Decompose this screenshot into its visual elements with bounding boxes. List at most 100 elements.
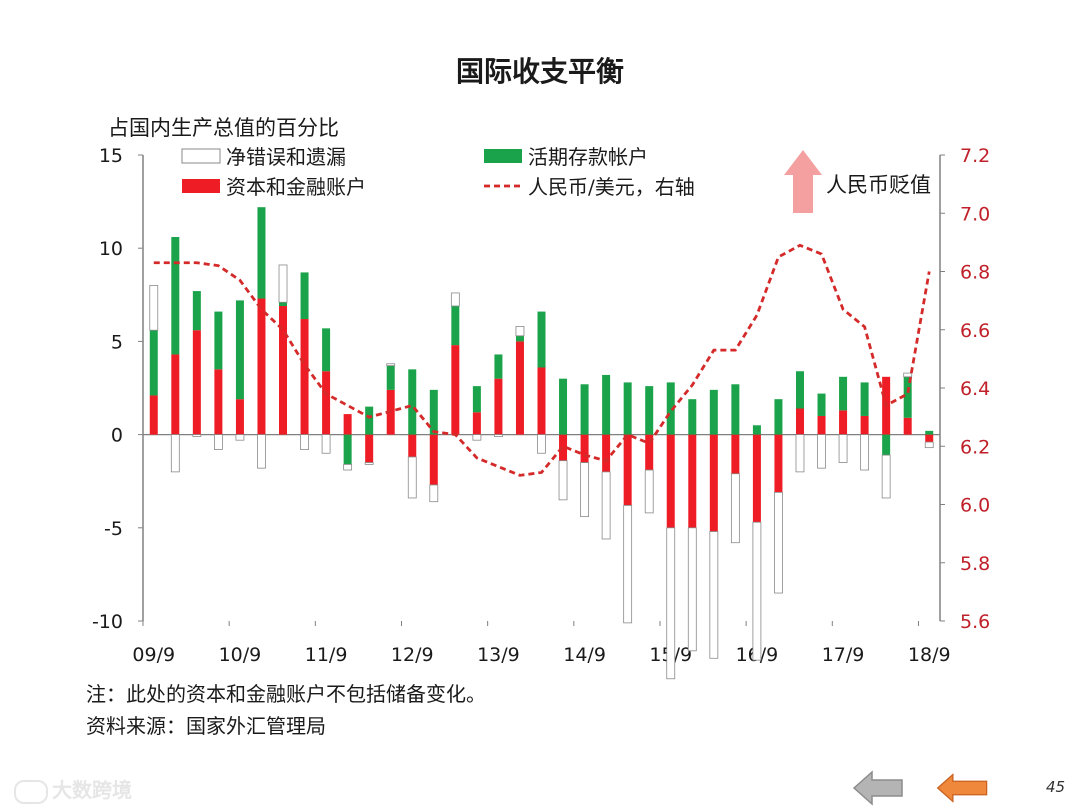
current-account-bar [688,399,697,435]
current-account-bar [149,330,158,396]
current-account-bar [537,311,546,368]
y2-tick-label: 6.6 [960,320,990,342]
current-account-bar [386,365,395,390]
depreciation-arrow: 人民币贬值 [784,150,931,213]
x-tick-label: 11/9 [305,644,348,666]
errors-omissions-bar [881,454,891,499]
capital-account-bar [300,319,309,435]
capital-account-bar [408,434,417,457]
rmb-usd-line [153,243,931,477]
errors-omissions-bar [817,434,826,469]
capital-account-bar [192,330,201,435]
capital-account-bar [214,369,223,435]
capital-account-bar [472,412,481,435]
current-account-bar [559,378,568,435]
page-number: 45 [1046,778,1066,796]
current-account-bar [752,425,761,435]
y-tick-label: 15 [99,145,123,167]
legend-label: 人民币/美元，右轴 [528,175,695,199]
errors-omissions-bar [838,434,848,463]
errors-omissions-bar [515,326,525,337]
capital-account-bar [149,395,158,435]
legend-label: 活期存款帐户 [528,145,648,169]
errors-omissions-bar [343,464,353,471]
watermark: 大数跨境 [14,774,132,804]
errors-omissions-bar [472,434,482,441]
errors-omissions-bar [623,505,633,624]
errors-omissions-bar [537,434,546,454]
capital-account-bar [860,415,869,435]
errors-omissions-bar [450,292,460,307]
errors-omissions-bar [192,434,202,437]
current-account-bar [774,399,783,435]
capital-account-bar [602,434,611,472]
y-tick-label: -5 [104,518,123,540]
current-account-bar [925,430,934,435]
errors-omissions-bar [170,434,180,473]
current-account-bar [666,382,675,435]
errors-omissions-bar [235,434,245,441]
next-slide-button[interactable] [936,768,990,808]
current-account-bar [860,382,869,416]
capital-account-bar [279,305,288,435]
watermark-logo-icon [14,779,48,804]
current-account-bar [515,335,524,342]
legend-swatch [182,179,220,193]
current-account-bar [602,374,611,435]
left-arrow-icon [852,770,903,806]
y2-tick-label: 6.4 [960,378,990,400]
current-account-bar [214,311,223,370]
y2-tick-label: 7.2 [960,145,990,167]
watermark-text: 大数跨境 [52,778,132,802]
capital-account-bar [515,341,524,435]
y2-tick-label: 7.0 [960,203,990,225]
capital-account-bar [623,434,632,506]
current-account-bar [365,406,374,435]
y-axis-label: 占国内生产总值的百分比 [108,116,339,140]
x-tick-label: 10/9 [219,644,262,666]
capital-account-bar [365,434,374,463]
current-account-bar [494,354,503,379]
footnote: 注：此处的资本和金融账户不包括储备变化。 [86,682,486,706]
current-account-bar [343,434,352,465]
errors-omissions-bar [407,456,417,499]
previous-slide-button[interactable] [852,768,906,808]
errors-omissions-bar [149,285,159,331]
capital-account-bar [666,434,675,528]
current-account-bar [429,389,438,435]
errors-omissions-bar [774,491,783,594]
chart-axes: 15 10 5 0 -5 -10 7.2 7.0 6.8 6.6 6.4 6.2 6.0 5.8 5.6 09… [92,145,990,666]
capital-account-bar [494,378,503,435]
capital-account-bar [795,408,804,435]
capital-account-bar [451,345,460,435]
errors-omissions-bar [364,462,374,465]
chart-title: 国际收支平衡 [455,55,624,88]
depreciation-label: 人民币贬值 [826,173,931,197]
capital-account-bar [817,415,826,435]
current-account-bar [235,300,244,400]
current-account-bar [580,384,589,435]
capital-account-bar [322,371,331,435]
current-account-bar [171,237,180,355]
capital-account-bar [688,434,697,528]
capital-account-bar [537,367,546,435]
errors-omissions-bar [666,527,676,680]
chart-bars [149,207,934,680]
current-account-bar [839,376,848,411]
current-account-bar [623,382,632,435]
errors-omissions-bar [257,434,266,469]
errors-omissions-bar [752,521,762,661]
current-account-bar [257,207,266,299]
errors-omissions-bar [903,372,913,378]
current-account-bar [408,369,417,435]
errors-omissions-bar [558,460,568,501]
errors-omissions-bar [795,434,805,473]
capital-account-bar [774,434,783,493]
errors-omissions-bar [860,434,870,471]
capital-account-bar [429,434,438,485]
capital-account-bar [839,410,848,435]
legend-label: 资本和金融账户 [226,175,366,199]
x-tick-label: 13/9 [477,644,520,666]
y2-tick-label: 5.8 [960,553,990,575]
